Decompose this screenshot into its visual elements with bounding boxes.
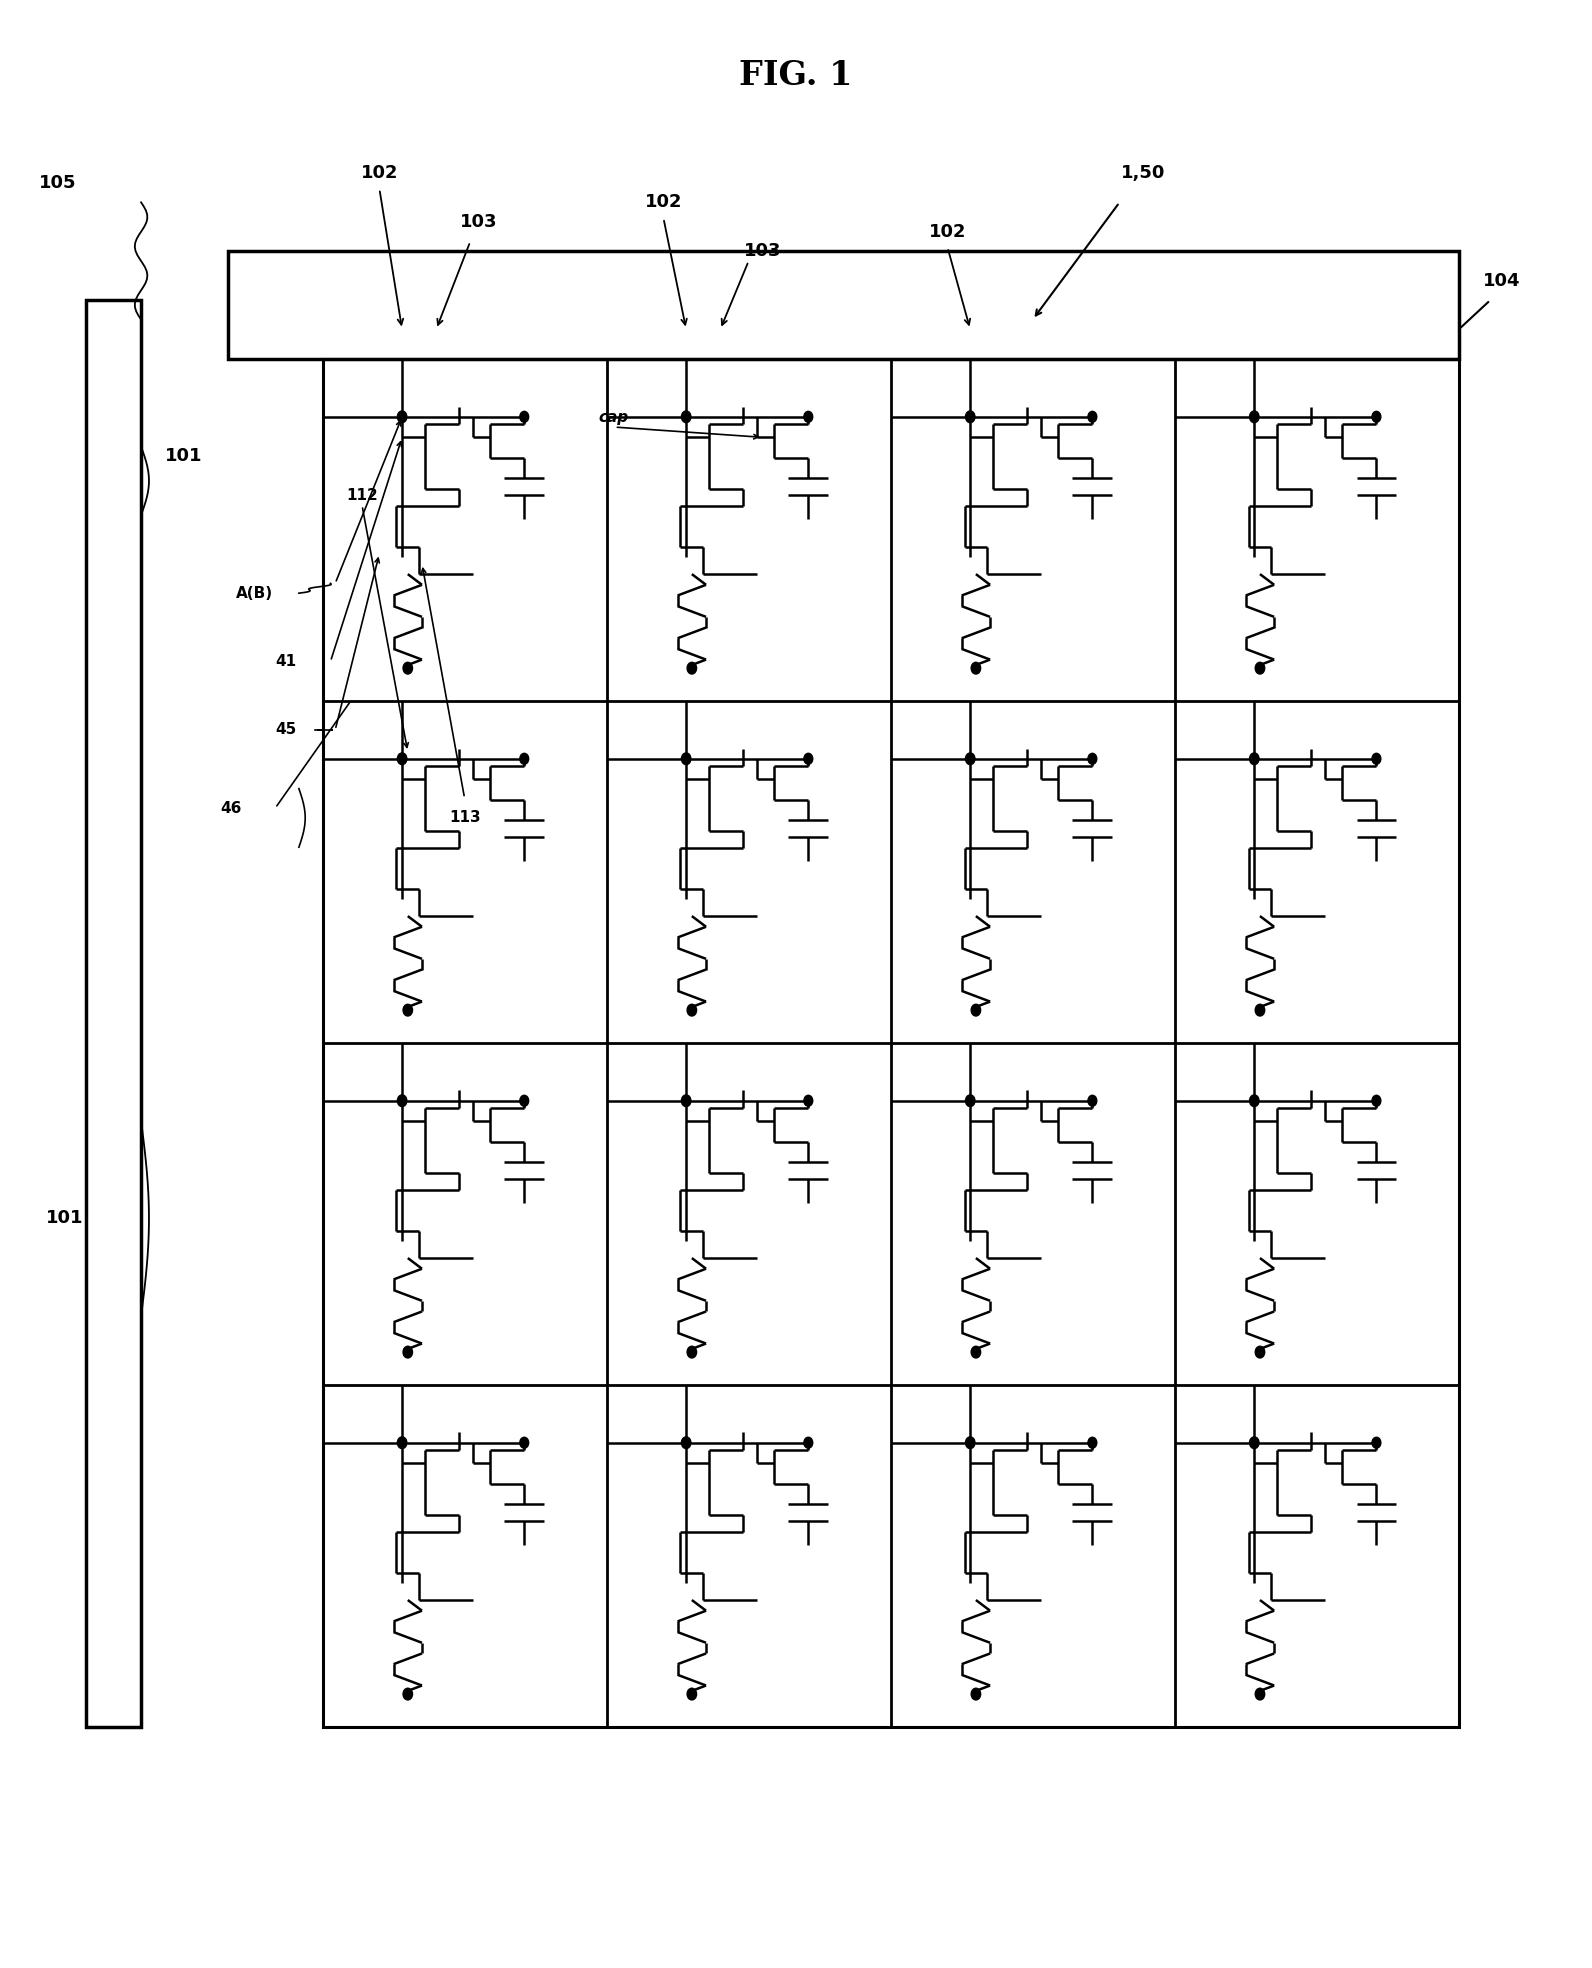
Circle shape [1372, 411, 1380, 423]
Circle shape [1372, 1096, 1380, 1106]
Text: A(B): A(B) [236, 586, 272, 600]
Circle shape [688, 1004, 697, 1015]
Circle shape [1087, 411, 1097, 423]
Circle shape [965, 754, 974, 766]
Text: 112: 112 [345, 488, 377, 504]
Circle shape [804, 1096, 814, 1106]
Text: 102: 102 [645, 193, 683, 211]
Circle shape [1087, 1096, 1097, 1106]
Circle shape [1254, 663, 1264, 673]
Text: 45: 45 [275, 722, 296, 738]
Circle shape [403, 1689, 412, 1700]
Circle shape [1372, 1437, 1380, 1448]
Circle shape [398, 411, 408, 423]
Bar [323, 358, 1458, 1726]
Text: 113: 113 [449, 811, 481, 825]
Text: 104: 104 [1482, 272, 1520, 289]
Circle shape [1087, 1437, 1097, 1448]
Circle shape [403, 663, 412, 673]
Circle shape [681, 411, 691, 423]
Circle shape [1250, 1094, 1259, 1106]
Circle shape [1254, 1689, 1264, 1700]
Text: 102: 102 [361, 163, 398, 183]
Circle shape [965, 1094, 974, 1106]
Circle shape [688, 1689, 697, 1700]
Circle shape [804, 1437, 814, 1448]
Circle shape [403, 1004, 412, 1015]
Circle shape [1372, 754, 1380, 764]
Text: 101: 101 [164, 447, 202, 464]
Bar [228, 252, 1458, 358]
Bar [86, 299, 142, 1726]
Circle shape [521, 1096, 529, 1106]
Circle shape [971, 663, 981, 673]
Circle shape [1087, 754, 1097, 764]
Circle shape [804, 411, 814, 423]
Circle shape [971, 1689, 981, 1700]
Text: 46: 46 [220, 801, 242, 815]
Text: 101: 101 [46, 1210, 84, 1228]
Circle shape [681, 1437, 691, 1448]
Circle shape [688, 663, 697, 673]
Text: 103: 103 [460, 213, 498, 230]
Circle shape [971, 1004, 981, 1015]
Circle shape [1250, 411, 1259, 423]
Circle shape [521, 1437, 529, 1448]
Text: 1,50: 1,50 [1121, 163, 1165, 183]
Circle shape [521, 411, 529, 423]
Circle shape [1254, 1004, 1264, 1015]
Circle shape [521, 754, 529, 764]
Text: 102: 102 [928, 222, 966, 240]
Circle shape [681, 1094, 691, 1106]
Circle shape [1250, 1437, 1259, 1448]
Circle shape [688, 1346, 697, 1358]
Text: FIG. 1: FIG. 1 [739, 59, 853, 92]
Text: cap: cap [599, 409, 629, 425]
Circle shape [965, 1437, 974, 1448]
Circle shape [971, 1346, 981, 1358]
Circle shape [398, 1094, 408, 1106]
Circle shape [804, 754, 814, 764]
Circle shape [403, 1346, 412, 1358]
Circle shape [965, 411, 974, 423]
Circle shape [681, 754, 691, 766]
Circle shape [1254, 1346, 1264, 1358]
Text: 105: 105 [38, 173, 76, 191]
Circle shape [398, 1437, 408, 1448]
Circle shape [398, 754, 408, 766]
Circle shape [1250, 754, 1259, 766]
Text: 41: 41 [275, 653, 296, 669]
Text: 103: 103 [743, 242, 782, 260]
